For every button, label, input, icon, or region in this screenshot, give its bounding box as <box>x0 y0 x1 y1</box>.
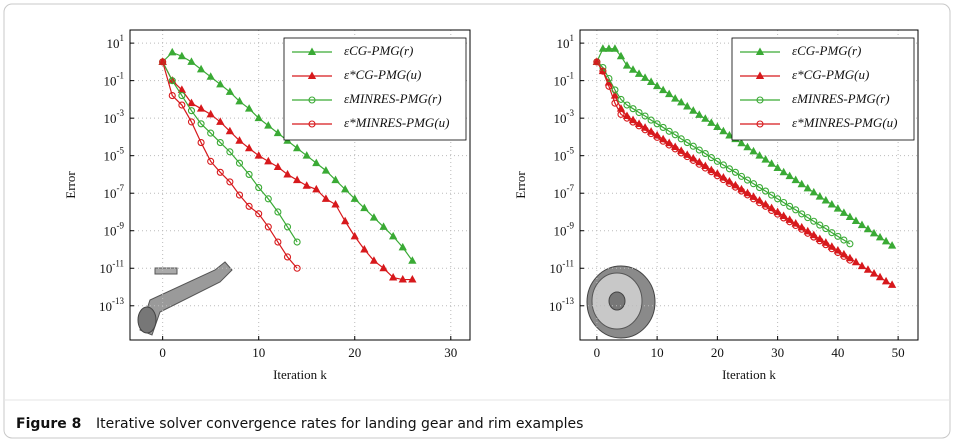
x-tick-label: 10 <box>252 345 265 360</box>
x-tick-label: 30 <box>771 345 784 360</box>
page: Figure 8 Iterative solver convergence ra… <box>0 0 954 442</box>
legend-label: ε*MINRES-PMG(u) <box>792 115 897 130</box>
legend-label: εCG-PMG(r) <box>344 43 413 58</box>
x-tick-label: 50 <box>892 345 905 360</box>
y-axis-label: Error <box>513 171 528 199</box>
legend-label: ε*CG-PMG(u) <box>792 67 869 82</box>
x-tick-label: 40 <box>831 345 844 360</box>
caption-text: Iterative solver convergence rates for l… <box>96 416 583 432</box>
legend-label: ε*CG-PMG(u) <box>344 67 421 82</box>
y-axis-label: Error <box>63 171 78 199</box>
x-tick-label: 10 <box>651 345 664 360</box>
legend-label: εMINRES-PMG(r) <box>792 91 890 106</box>
legend-label: ε*MINRES-PMG(u) <box>344 115 449 130</box>
figure: Figure 8 Iterative solver convergence ra… <box>0 0 954 442</box>
legend-label: εCG-PMG(r) <box>792 43 861 58</box>
x-tick-label: 0 <box>159 345 166 360</box>
caption-label: Figure 8 <box>16 416 81 432</box>
x-tick-label: 20 <box>348 345 361 360</box>
x-tick-label: 0 <box>594 345 601 360</box>
x-tick-label: 30 <box>444 345 457 360</box>
x-tick-label: 20 <box>711 345 724 360</box>
x-axis-label: Iteration k <box>273 367 327 382</box>
x-axis-label: Iteration k <box>722 367 776 382</box>
legend-label: εMINRES-PMG(r) <box>344 91 442 106</box>
